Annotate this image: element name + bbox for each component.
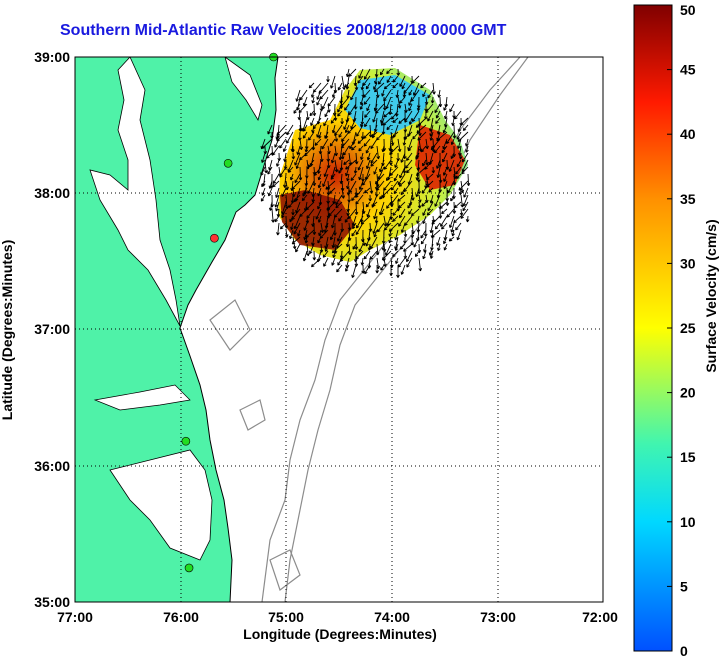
delaware-bay xyxy=(224,57,263,122)
colorbar-tick-label: 15 xyxy=(680,449,696,465)
pamlico-sound xyxy=(109,449,213,561)
station-outer-banks-north xyxy=(181,436,191,446)
y-axis-label: Latitude (Degrees:Minutes) xyxy=(0,240,15,420)
colorbar-tick-label: 10 xyxy=(680,514,696,530)
colorbar-tick-label: 50 xyxy=(680,2,696,18)
colorbar-ticks: 0 5 10 15 20 25 30 35 40 45 50 xyxy=(667,2,696,659)
station-delaware xyxy=(223,158,233,168)
lon-tick: 74:00 xyxy=(374,609,410,625)
lat-tick: 39:00 xyxy=(34,49,70,65)
lat-tick: 35:00 xyxy=(34,594,70,610)
colorbar xyxy=(633,4,673,652)
colorbar-tick-label: 0 xyxy=(680,643,688,659)
station-outer-banks-south xyxy=(184,563,194,573)
lon-tick-labels: 77:00 76:00 75:00 74:00 73:00 72:00 xyxy=(57,609,618,625)
chesapeake-bay xyxy=(89,57,181,327)
velocity-arrows xyxy=(260,68,471,279)
map-title: Southern Mid-Atlantic Raw Velocities 200… xyxy=(60,22,507,39)
lon-tick: 76:00 xyxy=(163,609,199,625)
colorbar-tick-label: 40 xyxy=(680,126,696,142)
lat-tick: 36:00 xyxy=(34,458,70,474)
colorbar-tick-label: 25 xyxy=(680,320,696,336)
lon-tick: 73:00 xyxy=(480,609,516,625)
colorbar-tick-label: 20 xyxy=(680,385,696,401)
lat-tick-labels: 39:00 38:00 37:00 36:00 35:00 xyxy=(34,49,70,610)
colorbar-tick-label: 30 xyxy=(680,255,696,271)
station-virginia xyxy=(210,233,219,243)
lon-tick: 77:00 xyxy=(57,609,93,625)
lat-tick: 37:00 xyxy=(34,321,70,337)
x-axis-label: Longitude (Degrees:Minutes) xyxy=(243,626,437,642)
colorbar-tick-label: 45 xyxy=(680,62,696,78)
lon-tick: 75:00 xyxy=(268,609,304,625)
colorbar-label: Surface Velocity (cm/s) xyxy=(703,219,719,372)
lon-tick: 72:00 xyxy=(582,609,618,625)
colorbar-tick-label: 35 xyxy=(680,191,696,207)
grid xyxy=(75,57,603,602)
colorbar-tick-label: 5 xyxy=(680,578,688,594)
lat-tick: 38:00 xyxy=(34,185,70,201)
